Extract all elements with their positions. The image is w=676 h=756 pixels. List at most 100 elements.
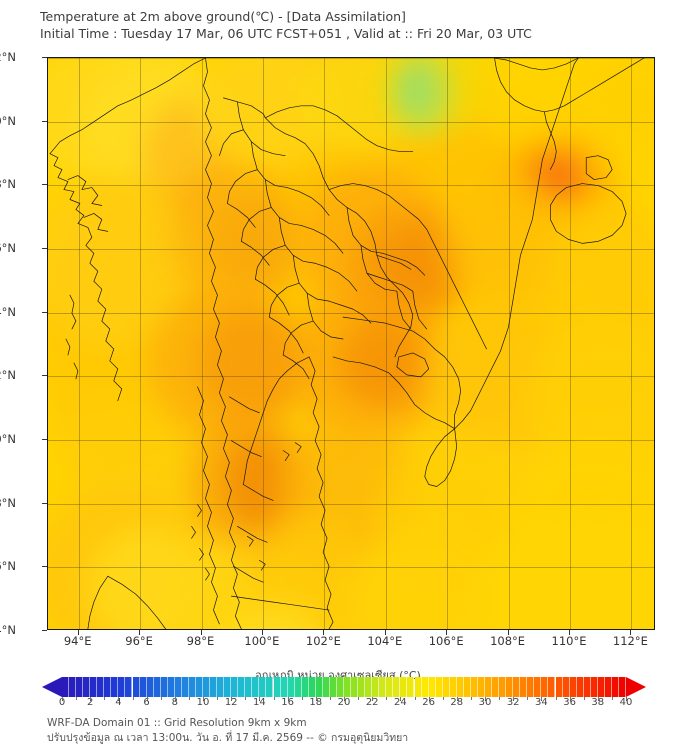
colorbar-segment	[266, 677, 274, 697]
colorbar-minor-tick	[611, 697, 613, 700]
temperature-map	[47, 57, 655, 630]
colorbar-minor-tick	[442, 697, 444, 700]
colorbar-segment	[351, 677, 359, 697]
colorbar-minor-tick	[456, 697, 458, 700]
x-tick-label: 110°E	[551, 634, 587, 648]
colorbar-segment	[252, 677, 260, 697]
colorbar-minor-tick	[160, 697, 162, 700]
coastline-overlay	[48, 58, 654, 629]
x-tick-label: 112°E	[612, 634, 648, 648]
y-tick-label: 14°N	[0, 304, 16, 319]
colorbar-segment	[231, 677, 239, 697]
y-tick-label: 20°N	[0, 113, 16, 128]
colorbar-segment	[132, 677, 140, 697]
colorbar-segment	[386, 677, 394, 697]
colorbar-minor-tick	[329, 697, 331, 700]
y-tick-label: 10°N	[0, 432, 16, 446]
colorbar-minor-tick	[90, 697, 92, 700]
colorbar-tick-label: 14	[253, 697, 266, 708]
colorbar-segment	[372, 677, 380, 697]
colorbar-tick-label: 34	[535, 697, 548, 708]
colorbar-segment	[520, 677, 528, 697]
colorbar-segment	[62, 677, 70, 697]
colorbar-segment	[69, 677, 77, 697]
colorbar-minor-tick	[217, 697, 219, 700]
x-tick-label: 104°E	[367, 634, 403, 648]
colorbar-segment	[358, 677, 366, 697]
colorbar-segment	[414, 677, 422, 697]
y-tick-label: 16°N	[0, 241, 16, 255]
colorbar-tick-label: 0	[58, 697, 66, 708]
colorbar-minor-tick	[231, 697, 233, 700]
colorbar-segment	[365, 677, 373, 697]
colorbar-segment	[294, 677, 302, 697]
colorbar-segment	[485, 677, 493, 697]
colorbar-segment	[492, 677, 500, 697]
colorbar	[42, 677, 646, 697]
colorbar-segment	[322, 677, 330, 697]
y-tick-label: 18°N	[0, 177, 16, 192]
colorbar-segment	[188, 677, 196, 697]
x-tick-label: 102°E	[305, 634, 341, 648]
colorbar-tick-label: 12	[224, 697, 238, 708]
colorbar-low-extend-arrow	[42, 677, 62, 697]
colorbar-tick-label: 38	[591, 697, 605, 708]
colorbar-segment	[400, 677, 408, 697]
colorbar-segment	[104, 677, 112, 697]
colorbar-segment	[548, 677, 556, 697]
colorbar-segment	[611, 677, 619, 697]
colorbar-segment	[562, 677, 570, 697]
colorbar-segment	[428, 677, 436, 697]
colorbar-segment	[217, 677, 225, 697]
colorbar-tick-label: 26	[422, 697, 435, 708]
colorbar-segment	[597, 677, 605, 697]
colorbar-minor-tick	[245, 697, 247, 700]
colorbar-segment	[541, 677, 549, 697]
colorbar-minor-tick	[372, 697, 374, 700]
colorbar-segment	[280, 677, 288, 697]
colorbar-minor-tick	[358, 697, 360, 700]
colorbar-minor-tick	[541, 697, 543, 700]
colorbar-tick-label: 32	[506, 697, 520, 708]
x-tick-label: 106°E	[428, 634, 464, 648]
colorbar-segment	[604, 677, 612, 697]
colorbar-tick-label: 20	[337, 697, 351, 708]
colorbar-segment	[153, 677, 161, 697]
colorbar-segment	[210, 677, 218, 697]
colorbar-minor-tick	[118, 697, 120, 700]
colorbar-minor-tick	[174, 697, 176, 700]
colorbar-minor-tick	[513, 697, 515, 700]
colorbar-segment	[160, 677, 168, 697]
colorbar-minor-tick	[626, 697, 627, 700]
colorbar-tick-label: 36	[563, 697, 576, 708]
y-tick-label: 4°N	[0, 623, 16, 637]
colorbar-segment	[379, 677, 387, 697]
colorbar-segments	[62, 677, 626, 697]
colorbar-segment	[513, 677, 521, 697]
colorbar-minor-tick	[499, 697, 501, 700]
colorbar-tick-label: 22	[365, 697, 379, 708]
x-tick-label: 94°E	[63, 634, 92, 648]
colorbar-segment	[583, 677, 591, 697]
colorbar-minor-tick	[76, 697, 78, 700]
colorbar-segment	[470, 677, 478, 697]
colorbar-segment	[506, 677, 514, 697]
colorbar-segment	[344, 677, 352, 697]
colorbar-minor-tick	[301, 697, 303, 700]
footer-credit: ปรับปรุงข้อมูล ณ เวลา 13:00น. วัน อ. ที่…	[47, 732, 409, 744]
colorbar-minor-tick	[203, 697, 204, 700]
colorbar-segment	[181, 677, 189, 697]
footer-model-info: WRF-DA Domain 01 :: Grid Resolution 9km …	[47, 717, 307, 729]
colorbar-segment	[576, 677, 584, 697]
colorbar-segment	[90, 677, 98, 697]
colorbar-segment	[336, 677, 344, 697]
colorbar-minor-tick	[287, 697, 289, 700]
colorbar-segment	[590, 677, 598, 697]
colorbar-tick-label: 6	[143, 697, 150, 708]
colorbar-minor-tick	[569, 697, 571, 700]
colorbar-segment	[477, 677, 485, 697]
colorbar-segment	[329, 677, 337, 697]
colorbar-minor-tick	[188, 697, 190, 700]
colorbar-tick-label: 28	[450, 697, 464, 708]
colorbar-minor-tick	[428, 697, 430, 700]
